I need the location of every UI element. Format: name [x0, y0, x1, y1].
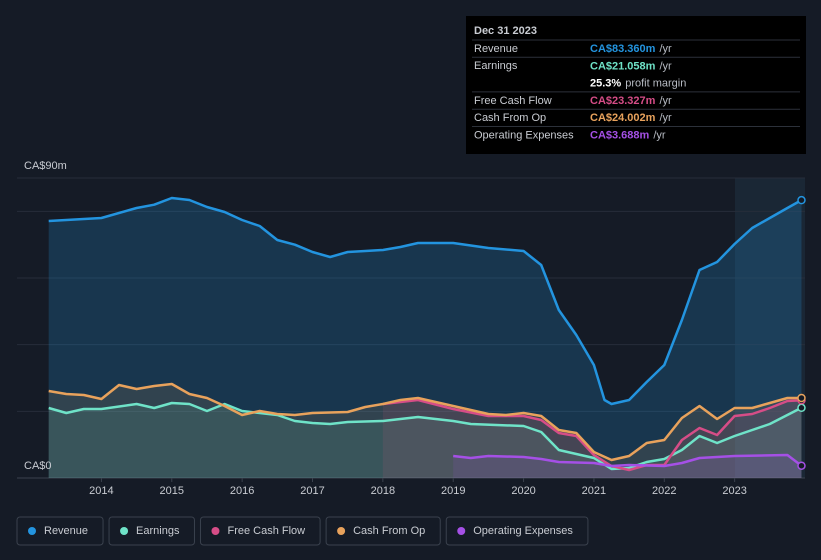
y-tick-label: CA$90m [24, 160, 67, 172]
line [453, 453, 803, 468]
line [48, 382, 802, 462]
tooltip-label: Free Cash Flow [474, 95, 552, 107]
legend-label: Earnings [136, 525, 180, 537]
tooltip-value: CA$24.002m/yr [590, 112, 672, 124]
area [453, 455, 802, 478]
value: CA$83.360m [590, 43, 656, 55]
tooltip-label: Operating Expenses [474, 129, 574, 141]
value: CA$23.327m [590, 95, 656, 107]
legend-dot [28, 527, 36, 535]
legend-pill [108, 516, 195, 546]
x-tick-label: 2015 [160, 485, 184, 497]
profit-margin: 25.3% profit margin [590, 78, 686, 90]
tooltip-label: Cash From Op [474, 112, 546, 124]
x-tick-label: 2016 [230, 485, 254, 497]
legend-item[interactable]: Operating Expenses [445, 516, 589, 546]
area [48, 403, 802, 478]
end-marker [797, 195, 806, 205]
end-marker [797, 461, 806, 470]
margin-value: 25.3% [590, 78, 621, 90]
x-tick-label: 2019 [441, 485, 465, 497]
legend-pill [16, 516, 104, 546]
legend-dot [120, 527, 129, 535]
unit: /yr [659, 60, 672, 72]
line [382, 398, 802, 472]
legend-label: Cash From Op [353, 525, 425, 537]
x-tick-label: 2023 [722, 485, 746, 497]
tooltip: Dec 31 2023 Revenue CA$83.360m/yr Earnings C… [466, 16, 806, 154]
x-tick-label: 2018 [371, 485, 395, 497]
x-tick-label: 2017 [300, 485, 324, 497]
legend-pill [199, 516, 321, 546]
value: CA$21.058m [590, 60, 656, 72]
x-tick-label: 2021 [582, 485, 606, 497]
unit: /yr [659, 112, 672, 124]
legend: Revenue Earnings Free Cash Flow Cash From O… [16, 516, 589, 546]
area [48, 384, 802, 478]
plot: 2014 2015 2016 2017 2018 2019 2020 2021 2022 2023 [17, 177, 806, 497]
legend-pill [445, 516, 589, 546]
legend-dot [211, 527, 220, 535]
legend-pill [325, 516, 441, 546]
tooltip-value: CA$21.058m/yr [590, 60, 672, 72]
legend-dot [337, 527, 346, 535]
legend-item[interactable]: Revenue [16, 516, 104, 546]
value: CA$3.688m [590, 129, 650, 141]
end-marker [797, 403, 806, 413]
unit: /yr [659, 43, 672, 55]
tooltip-value: CA$83.360m/yr [590, 43, 672, 55]
tooltip-value: CA$23.327m/yr [590, 95, 672, 107]
legend-item[interactable]: Cash From Op [325, 516, 441, 546]
legend-item[interactable]: Free Cash Flow [199, 516, 321, 546]
x-tick-label: 2014 [89, 485, 113, 497]
tooltip-date: Dec 31 2023 [474, 25, 537, 37]
x-tick-label: 2022 [652, 485, 676, 497]
legend-label: Operating Expenses [473, 525, 573, 537]
highlight-region [735, 178, 805, 478]
legend-label: Revenue [44, 525, 88, 537]
tooltip-box [466, 16, 806, 154]
tooltip-label: Earnings [474, 60, 518, 72]
line [48, 196, 803, 406]
lines [48, 195, 806, 472]
legend-item[interactable]: Earnings [108, 516, 195, 546]
x-tick-label: 2020 [511, 485, 535, 497]
y-tick-label: CA$0 [24, 460, 52, 472]
legend-dot [457, 527, 466, 535]
end-marker [797, 393, 806, 403]
legend-label: Free Cash Flow [227, 525, 305, 537]
margin-label: profit margin [625, 78, 686, 90]
unit: /yr [659, 95, 672, 107]
value: CA$24.002m [590, 112, 656, 124]
tooltip-value: CA$3.688m/yr [590, 129, 666, 141]
tooltip-label: Revenue [474, 43, 518, 55]
unit: /yr [653, 129, 666, 141]
